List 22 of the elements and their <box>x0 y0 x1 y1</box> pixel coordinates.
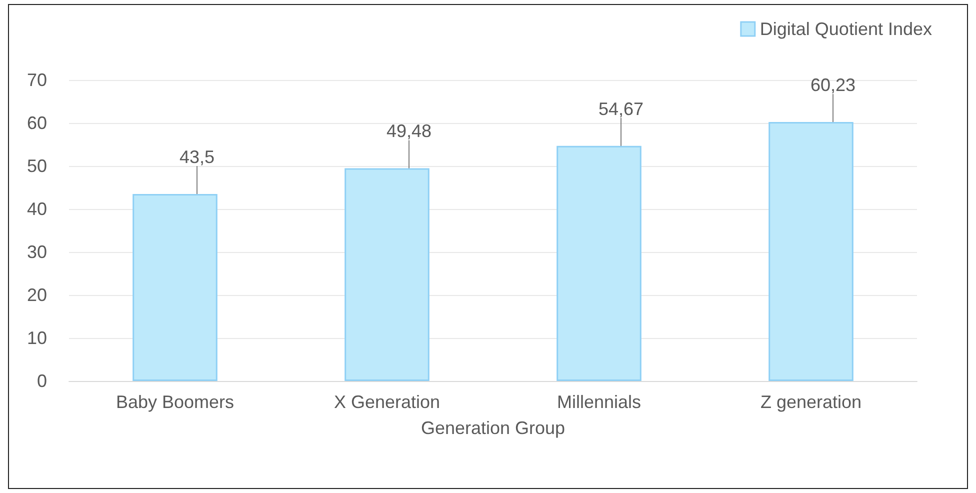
y-tick-label: 60 <box>26 113 47 133</box>
y-tick-label: 40 <box>26 199 47 219</box>
x-tick-label: Millennials <box>556 392 642 412</box>
y-tick-label: 50 <box>26 156 47 176</box>
x-tick-label: X Generation <box>334 392 440 412</box>
y-tick-label: 0 <box>36 371 47 391</box>
x-axis-title: Generation Group <box>420 418 566 438</box>
bar <box>132 194 218 381</box>
y-tick-label: 30 <box>26 242 47 262</box>
y-tick-label: 70 <box>26 70 47 90</box>
x-tick-label: Baby Boomers <box>116 392 234 412</box>
data-label: 60,23 <box>810 75 856 96</box>
y-tick-label: 20 <box>26 285 47 305</box>
data-label: 49,48 <box>386 121 432 142</box>
data-label: 43,5 <box>179 146 215 167</box>
bar <box>768 122 854 381</box>
bar <box>344 168 430 381</box>
legend-label: Digital Quotient Index <box>760 19 932 39</box>
x-tick-label: Z generation <box>760 392 862 412</box>
bar <box>556 146 642 381</box>
data-label: 54,67 <box>598 98 644 119</box>
y-tick-label: 10 <box>26 328 47 348</box>
